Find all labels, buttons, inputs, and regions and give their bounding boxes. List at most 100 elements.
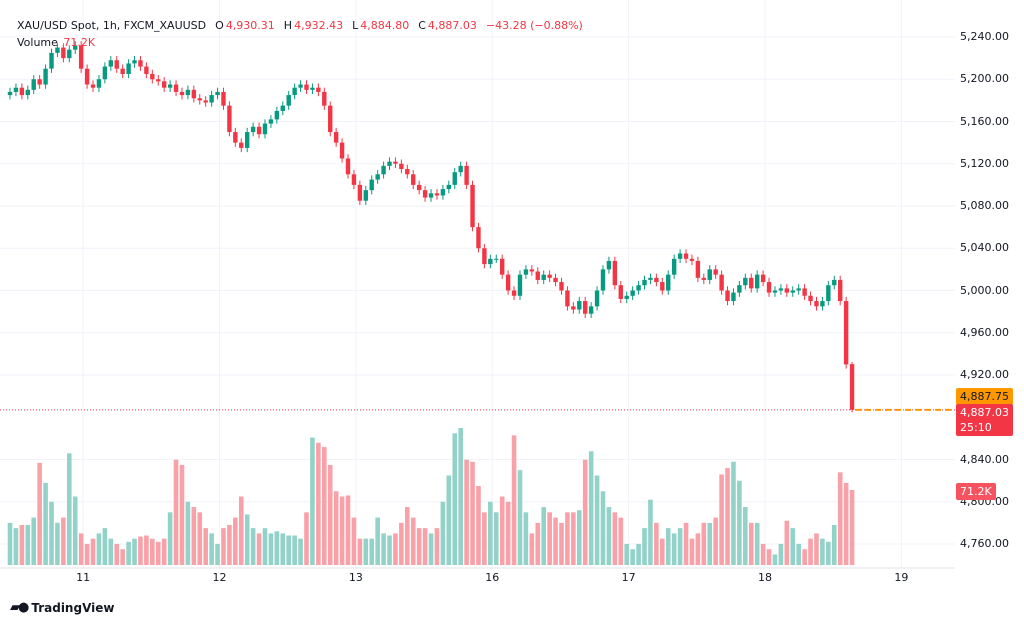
price-tick-label: 5,120.00 bbox=[960, 156, 1009, 170]
tradingview-logo[interactable]: ▰● TradingView bbox=[10, 600, 114, 615]
candle-body bbox=[494, 258, 499, 260]
candle-body bbox=[695, 260, 701, 278]
volume-bar bbox=[108, 538, 114, 565]
volume-bar bbox=[648, 499, 653, 565]
volume-bar bbox=[25, 524, 31, 565]
volume-bar bbox=[375, 517, 380, 565]
candle-body bbox=[292, 87, 297, 96]
volume-bar bbox=[458, 428, 463, 565]
candle-body bbox=[31, 79, 36, 90]
candle-body bbox=[743, 277, 748, 286]
volume-bar bbox=[197, 512, 203, 565]
volume-bar bbox=[256, 533, 262, 565]
volume-bar bbox=[262, 528, 268, 565]
volume-bar bbox=[345, 495, 351, 565]
volume-bar bbox=[268, 533, 274, 565]
volume-bar bbox=[120, 549, 125, 565]
volume-bar bbox=[695, 533, 701, 565]
candle-body bbox=[434, 193, 440, 196]
candle-body bbox=[268, 119, 274, 124]
candle-body bbox=[843, 301, 849, 365]
volume-bar bbox=[238, 496, 244, 565]
candle-body bbox=[108, 60, 114, 67]
volume-bar bbox=[233, 517, 238, 565]
volume-bar bbox=[185, 501, 191, 565]
candle-body bbox=[737, 285, 742, 293]
last-price-tag: 4,887.03 25:10 bbox=[956, 404, 1013, 436]
volume-bar bbox=[316, 442, 321, 565]
volume-bar bbox=[327, 464, 333, 565]
candle-body bbox=[499, 258, 505, 275]
candle-body bbox=[221, 91, 226, 106]
volume-bar bbox=[476, 485, 481, 565]
candle-body bbox=[612, 260, 618, 286]
candle-body bbox=[630, 290, 635, 296]
candle-body bbox=[363, 190, 368, 201]
volume-bar bbox=[304, 512, 309, 565]
candle-body bbox=[203, 100, 208, 103]
volume-bar bbox=[321, 447, 327, 565]
time-tick-label: 17 bbox=[621, 571, 636, 584]
volume-bar bbox=[298, 538, 303, 565]
volume-bar bbox=[387, 535, 392, 565]
chart-plot[interactable] bbox=[0, 0, 955, 570]
candle-body bbox=[114, 60, 119, 69]
volume-bar bbox=[428, 533, 434, 565]
candle-body bbox=[464, 165, 469, 185]
volume-bar bbox=[671, 533, 677, 565]
volume-bar bbox=[642, 528, 647, 565]
volume-bar bbox=[499, 496, 505, 565]
candle-body bbox=[369, 179, 374, 191]
change-value: −43.28 (−0.88%) bbox=[485, 19, 583, 32]
volume-bar bbox=[49, 501, 54, 565]
candle-body bbox=[333, 132, 339, 143]
close-label: C bbox=[418, 19, 426, 32]
candle-body bbox=[375, 174, 380, 180]
candle-body bbox=[43, 68, 48, 85]
candle-body bbox=[565, 290, 570, 307]
volume-bar bbox=[571, 512, 576, 565]
volume-bar bbox=[84, 543, 90, 565]
open-value: 4,930.31 bbox=[225, 19, 275, 32]
candle-body bbox=[446, 184, 452, 190]
symbol-title[interactable]: XAU/USD Spot, 1h, FXCM_XAUUSD bbox=[17, 19, 207, 32]
volume-bar bbox=[114, 543, 120, 565]
candle-body bbox=[399, 163, 404, 170]
time-tick-label: 11 bbox=[76, 571, 91, 584]
volume-bar bbox=[446, 475, 452, 565]
volume-bar bbox=[535, 522, 541, 565]
high-label: H bbox=[283, 19, 293, 32]
candle-body bbox=[256, 126, 262, 135]
candle-body bbox=[808, 295, 813, 302]
time-tick-label: 13 bbox=[348, 571, 363, 584]
candle-body bbox=[215, 91, 220, 96]
candle-body bbox=[227, 105, 232, 133]
volume-bar bbox=[713, 517, 718, 565]
volume-bar bbox=[102, 528, 108, 565]
volume-bar bbox=[790, 528, 796, 565]
volume-bar bbox=[7, 522, 13, 565]
volume-bar bbox=[173, 459, 179, 565]
candle-body bbox=[102, 66, 108, 80]
candle-body bbox=[120, 68, 125, 74]
volume-bar bbox=[660, 538, 665, 565]
candle-body bbox=[428, 193, 434, 198]
candle-body bbox=[393, 161, 398, 164]
volume-bar bbox=[464, 459, 469, 565]
low-value: 4,884.80 bbox=[360, 19, 410, 32]
volume-bar bbox=[393, 533, 398, 565]
candle-body bbox=[772, 290, 778, 293]
candle-body bbox=[683, 253, 689, 259]
candle-body bbox=[7, 91, 13, 96]
candle-body bbox=[654, 277, 659, 283]
candle-body bbox=[339, 142, 345, 159]
volume-bar bbox=[582, 459, 588, 565]
volume-bar bbox=[778, 543, 784, 565]
volume-bar bbox=[517, 470, 523, 565]
volume-bar bbox=[719, 474, 724, 565]
candle-body bbox=[671, 258, 677, 275]
volume-label[interactable]: Volume bbox=[17, 36, 58, 49]
price-tick-label: 5,000.00 bbox=[960, 283, 1009, 297]
price-tick-label: 5,080.00 bbox=[960, 199, 1009, 212]
candle-body bbox=[523, 269, 529, 275]
